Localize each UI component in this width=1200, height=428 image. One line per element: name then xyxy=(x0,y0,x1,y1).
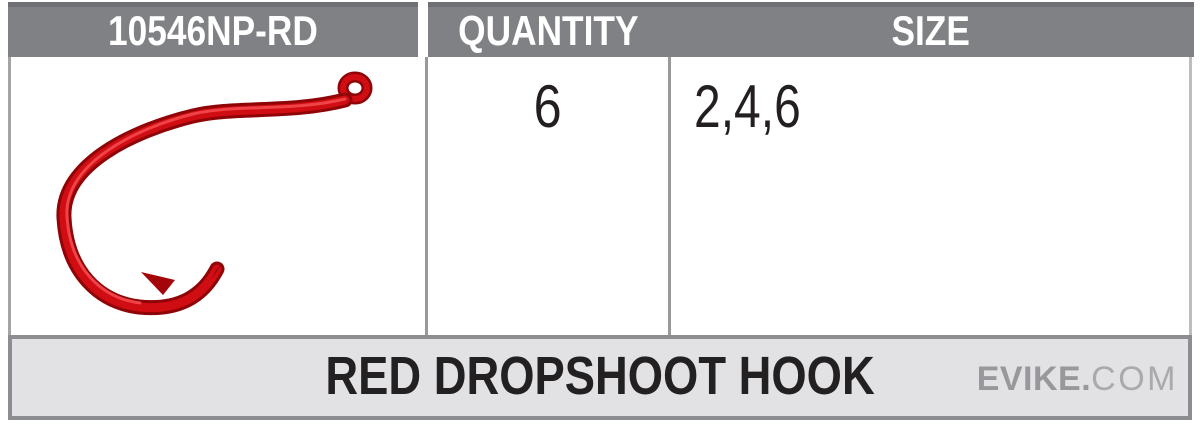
product-name-title: RED DROPSHOOT HOOK xyxy=(12,339,1188,414)
watermark-bold-text: EVIKE. xyxy=(976,359,1092,398)
quantity-value: 6 xyxy=(533,73,563,140)
fishing-hook-icon xyxy=(56,71,373,316)
header-cell-size: SIZE xyxy=(668,7,1194,57)
column-divider xyxy=(425,57,428,335)
red-hook-illustration xyxy=(55,66,385,316)
size-column-label: SIZE xyxy=(891,7,971,54)
watermark-light-text: COM xyxy=(1091,359,1178,398)
header-cell-group: QUANTITY SIZE xyxy=(428,2,1194,57)
quantity-cell: 6 xyxy=(428,72,668,141)
product-name-text: RED DROPSHOOT HOOK xyxy=(325,346,875,406)
model-number-label: 10546NP-RD xyxy=(108,7,318,54)
quantity-column-label: QUANTITY xyxy=(457,7,639,54)
header-cell-model: 10546NP-RD xyxy=(8,2,418,57)
product-name-bar: RED DROPSHOOT HOOK EVIKE.COM xyxy=(8,335,1192,420)
header-cell-quantity: QUANTITY xyxy=(428,7,668,57)
evike-watermark-logo: EVIKE.COM xyxy=(977,360,1178,399)
size-value: 2,4,6 xyxy=(694,73,801,140)
size-cell: 2,4,6 xyxy=(694,72,827,141)
column-divider xyxy=(668,57,671,335)
